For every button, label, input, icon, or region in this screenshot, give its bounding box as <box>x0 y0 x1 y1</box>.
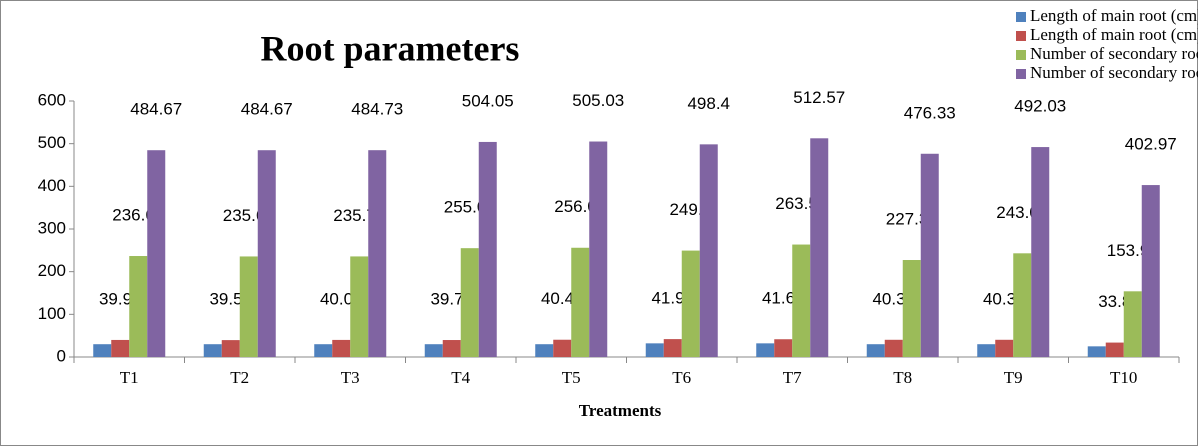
bar <box>774 339 793 357</box>
bar <box>203 344 222 357</box>
bar <box>1013 253 1032 357</box>
y-tick-label: 500 <box>38 133 66 152</box>
bar <box>350 256 369 357</box>
bar <box>1031 147 1050 357</box>
bar <box>884 339 903 357</box>
y-tick-label: 0 <box>57 346 66 365</box>
bar <box>681 250 700 357</box>
bar <box>478 141 497 357</box>
bar <box>756 343 775 357</box>
bar <box>792 244 811 357</box>
bar <box>553 339 572 357</box>
bar <box>1141 185 1160 357</box>
data-label: 512.57 <box>793 88 845 107</box>
bar <box>257 150 276 357</box>
x-axis-label: Treatments <box>579 401 662 420</box>
bar <box>535 344 554 357</box>
x-tick-label: T2 <box>230 368 249 387</box>
bar <box>93 344 112 357</box>
bar <box>368 150 387 357</box>
bar <box>995 339 1014 357</box>
y-tick-label: 600 <box>38 90 66 109</box>
data-label: 492.03 <box>1014 97 1066 116</box>
bar <box>147 150 166 357</box>
bar <box>866 344 885 357</box>
x-tick-label: T3 <box>341 368 360 387</box>
legend-label: Number of secondary roots Open field <box>1030 63 1198 82</box>
y-tick-label: 300 <box>38 218 66 237</box>
bar <box>460 248 479 357</box>
bar <box>332 339 351 357</box>
bar <box>977 344 996 357</box>
x-tick-label: T1 <box>120 368 139 387</box>
data-label: 402.97 <box>1125 135 1177 154</box>
bar <box>810 138 829 357</box>
x-tick-label: T9 <box>1004 368 1023 387</box>
bar <box>645 343 664 357</box>
legend-swatch <box>1016 31 1026 41</box>
data-label: 33.8 <box>1098 292 1131 311</box>
legend-swatch <box>1016 12 1026 22</box>
data-label: 484.67 <box>130 100 182 119</box>
data-label: 498.4 <box>687 94 730 113</box>
bar <box>699 144 718 357</box>
bar <box>589 141 608 357</box>
x-tick-label: T8 <box>893 368 912 387</box>
data-label: 484.73 <box>351 100 403 119</box>
x-tick-label: T5 <box>562 368 581 387</box>
y-tick-label: 100 <box>38 304 66 323</box>
bar <box>1123 291 1142 357</box>
bar <box>663 339 682 357</box>
legend-label: Length of main root (cm) Open field <box>1030 25 1198 44</box>
y-tick-label: 400 <box>38 176 66 195</box>
bar <box>1105 342 1124 357</box>
x-tick-label: T7 <box>783 368 802 387</box>
bar <box>442 340 461 357</box>
bar <box>111 339 130 357</box>
x-tick-label: T6 <box>672 368 691 387</box>
legend-label: Number of secondary roots Polyhouse <box>1030 44 1198 63</box>
x-tick-label: T10 <box>1110 368 1137 387</box>
bar <box>920 153 939 357</box>
y-tick-label: 200 <box>38 261 66 280</box>
data-label: 504.05 <box>462 91 514 110</box>
chart-title: Root parameters <box>261 28 520 68</box>
bar <box>221 340 240 357</box>
data-label: 505.03 <box>572 91 624 110</box>
bar <box>1087 346 1106 357</box>
bar <box>129 256 148 357</box>
bar <box>424 344 443 357</box>
x-tick-label: T4 <box>451 368 470 387</box>
bar <box>902 260 921 357</box>
legend-swatch <box>1016 69 1026 79</box>
bar <box>239 256 258 357</box>
legend-label: Length of main root (cm) Polyhouse <box>1030 6 1198 25</box>
legend-swatch <box>1016 50 1026 60</box>
bar <box>571 247 590 357</box>
data-label: 476.33 <box>904 103 956 122</box>
data-label: 484.67 <box>241 100 293 119</box>
bar <box>314 344 333 357</box>
